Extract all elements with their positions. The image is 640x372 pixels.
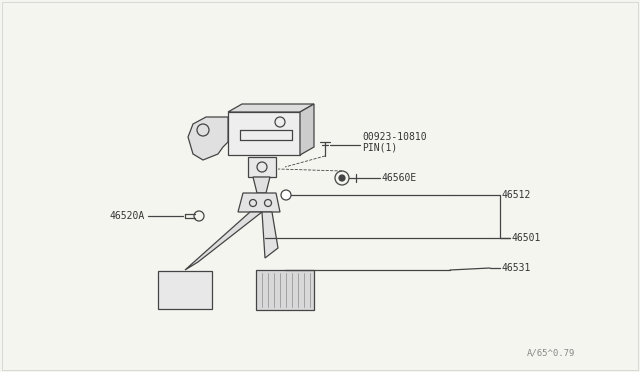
Polygon shape — [238, 193, 280, 212]
Polygon shape — [300, 104, 314, 155]
Text: 46560E: 46560E — [382, 173, 417, 183]
Text: 46501: 46501 — [512, 233, 541, 243]
Polygon shape — [188, 117, 228, 160]
Polygon shape — [262, 212, 278, 258]
Polygon shape — [185, 212, 262, 270]
Text: 46531: 46531 — [502, 263, 531, 273]
Text: 46520A: 46520A — [109, 211, 145, 221]
Text: PIN(1): PIN(1) — [362, 142, 397, 152]
Polygon shape — [248, 157, 276, 177]
Polygon shape — [228, 104, 314, 112]
Circle shape — [339, 175, 345, 181]
Circle shape — [281, 190, 291, 200]
Text: 46512: 46512 — [502, 190, 531, 200]
Polygon shape — [256, 270, 314, 310]
Polygon shape — [158, 271, 212, 309]
Text: 00923-10810: 00923-10810 — [362, 132, 427, 142]
Text: A/65^0.79: A/65^0.79 — [527, 349, 575, 358]
Polygon shape — [228, 112, 300, 155]
Polygon shape — [253, 177, 270, 193]
